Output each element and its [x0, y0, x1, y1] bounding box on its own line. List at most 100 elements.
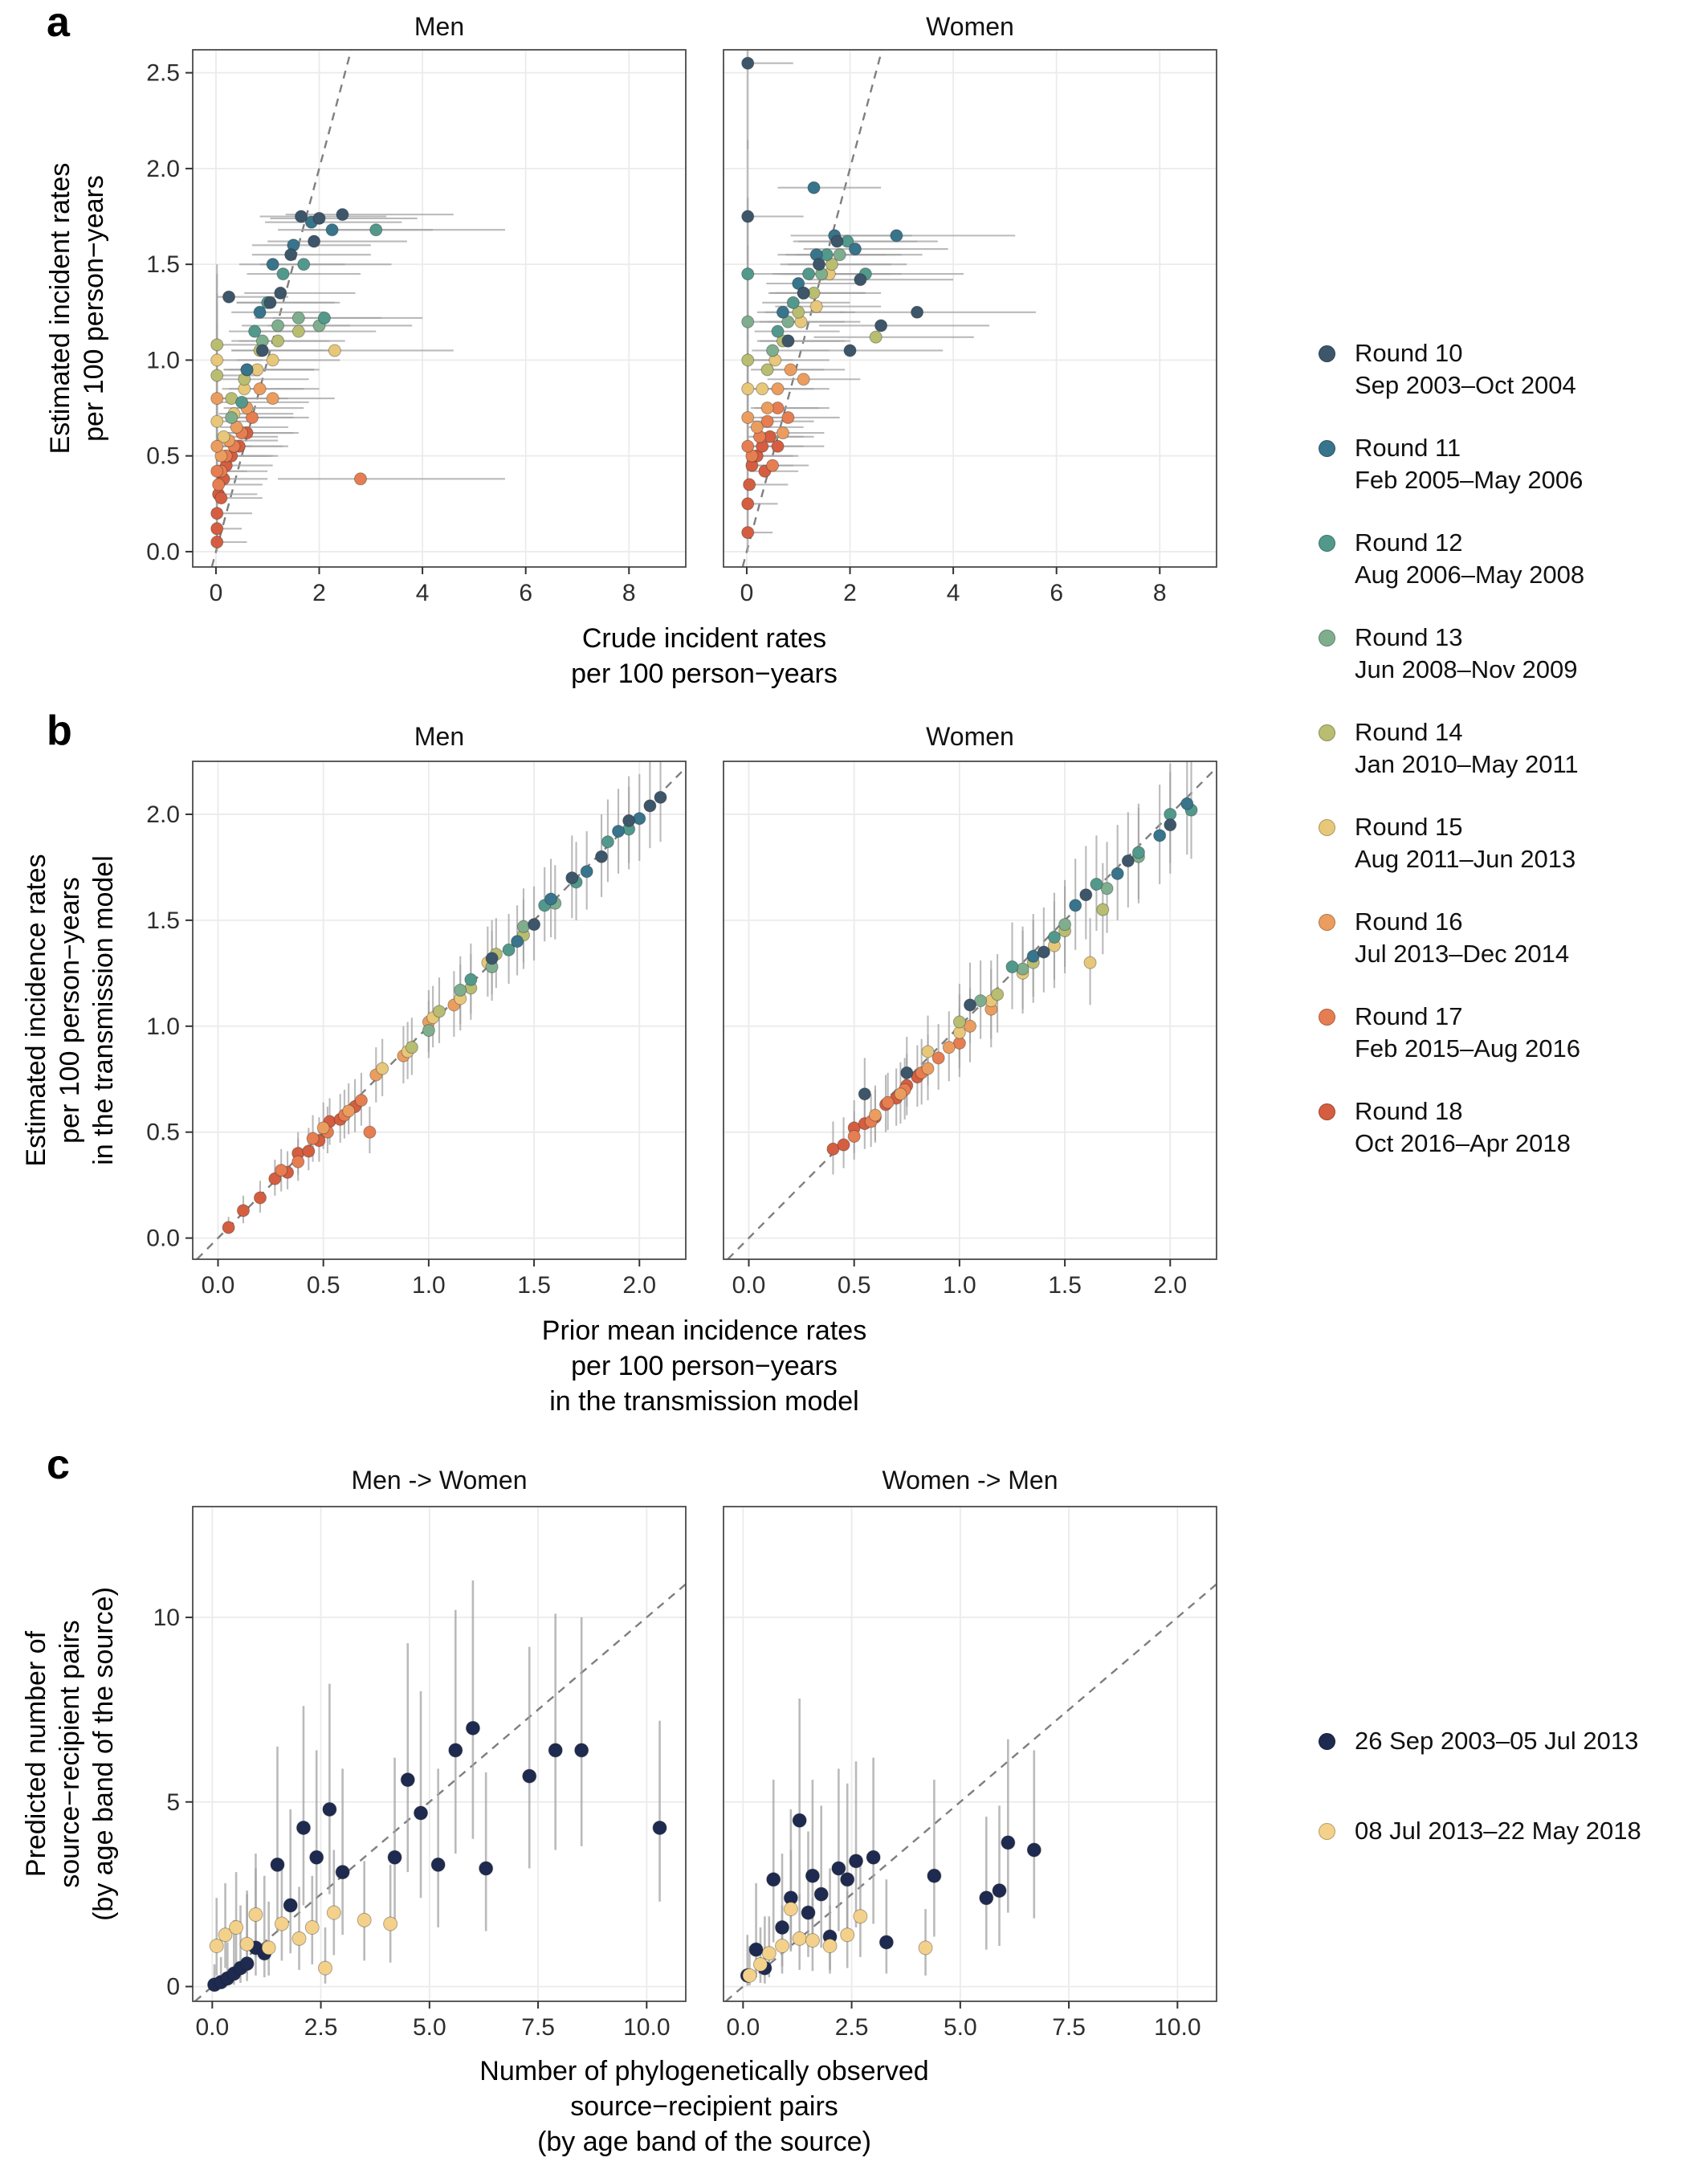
facet-title: Women -> Men — [882, 1466, 1058, 1495]
panel-a: Men 0 2 4 6 8 0.0 0.5 1.0 1.5 2.0 2.5 Women 0 2 4 6 8 Crud… — [45, 12, 1217, 689]
legend-item-round: Round 11 Feb 2005–May 2006 — [1319, 432, 1584, 496]
x-axis-title: Prior mean incidence rates — [542, 1315, 866, 1346]
y-tick-label: 10 — [153, 1605, 180, 1631]
y-tick-label: 2.0 — [146, 801, 180, 828]
x-tick-label: 1.0 — [943, 1272, 976, 1299]
y-tick-label: 1.5 — [146, 251, 180, 278]
legend-item-period: 08 Jul 2013–22 May 2018 — [1319, 1815, 1641, 1847]
gridlines — [724, 1507, 1217, 2001]
y-axis-title: source−recipient pairs — [55, 1620, 85, 1888]
panel-c-label: c — [47, 1442, 70, 1488]
legend-round-label: Round 14 — [1355, 718, 1463, 746]
legend-swatch-icon — [1319, 630, 1335, 646]
panel-border — [192, 1506, 687, 2002]
x-tick-label: 0.0 — [726, 2014, 760, 2041]
x-tick-label: 6 — [1050, 580, 1063, 606]
legend-round-label: Round 10 — [1355, 339, 1463, 367]
legend-item-round: Round 16 Jul 2013–Dec 2014 — [1319, 906, 1584, 970]
legend-item-round: Round 13 Jun 2008–Nov 2009 — [1319, 622, 1584, 686]
x-tick-label: 2.0 — [622, 1272, 656, 1299]
facet-title: Women — [926, 12, 1014, 41]
x-tick-label: 0 — [210, 580, 223, 606]
data-points-layer — [741, 56, 924, 540]
panel-border — [723, 761, 1217, 1260]
y-tick-label: 1.0 — [146, 1014, 180, 1040]
x-tick-label: 5.0 — [944, 2014, 977, 2041]
identity-line — [210, 50, 353, 567]
y-axis-title: (by age band of the source) — [88, 1587, 119, 1921]
x-tick-label: 2.5 — [835, 2014, 869, 2041]
gridlines — [193, 1507, 686, 2001]
y-tick-label: 1.5 — [146, 907, 180, 934]
legend-item-round: Round 15 Aug 2011–Jun 2013 — [1319, 811, 1584, 875]
x-tick-label: 8 — [1153, 580, 1167, 606]
panel-border — [192, 761, 687, 1260]
legend-round-dates: Aug 2011–Jun 2013 — [1355, 845, 1576, 873]
legend-swatch-icon — [1319, 724, 1335, 741]
legend-periods: 26 Sep 2003–05 Jul 2013 08 Jul 2013–22 Ma… — [1319, 1725, 1641, 1905]
legend-round-label: Round 13 — [1355, 623, 1463, 651]
legend-period-label: 26 Sep 2003–05 Jul 2013 — [1355, 1727, 1639, 1755]
x-axis-title: source−recipient pairs — [570, 2091, 838, 2122]
legend-round-label: Round 12 — [1355, 528, 1463, 557]
legend-period-label: 08 Jul 2013–22 May 2018 — [1355, 1817, 1641, 1845]
legend-rounds: Round 10 Sep 2003–Oct 2004 Round 11 Feb 200… — [1319, 337, 1584, 1190]
x-axis-title: per 100 person−years — [571, 1351, 838, 1381]
facet-title: Men -> Women — [351, 1466, 527, 1495]
legend-item-round: Round 14 Jan 2010–May 2011 — [1319, 716, 1584, 781]
data-points-layer — [210, 208, 383, 549]
y-tick-label: 5 — [166, 1789, 180, 1816]
panel-border — [723, 1506, 1217, 2002]
legend-item-round: Round 10 Sep 2003–Oct 2004 — [1319, 337, 1584, 402]
legend-item-round: Round 12 Aug 2006–May 2008 — [1319, 527, 1584, 591]
x-tick-label: 7.5 — [521, 2014, 555, 2041]
x-axis-title: per 100 person−years — [571, 659, 838, 689]
legend-swatch-icon — [1319, 1009, 1335, 1026]
legend-item-round: Round 18 Oct 2016–Apr 2018 — [1319, 1095, 1584, 1160]
y-tick-label: 0 — [166, 1974, 180, 2001]
x-tick-label: 0.5 — [838, 1272, 871, 1299]
error-bars-layer — [213, 1580, 661, 1987]
legend-round-label: Round 17 — [1355, 1002, 1463, 1030]
legend-round-label: Round 16 — [1355, 907, 1463, 936]
legend-round-dates: Jun 2008–Nov 2009 — [1355, 655, 1578, 683]
panel-c: Men -> Women 0.0 2.5 5.0 7.5 10.0 0 5 10 Women ->… — [21, 1466, 1217, 2157]
x-tick-label: 4 — [947, 580, 960, 606]
legend-item-period: 26 Sep 2003–05 Jul 2013 — [1319, 1725, 1641, 1757]
x-axis-title: (by age band of the source) — [537, 2127, 871, 2157]
panel-b-label: b — [47, 708, 72, 754]
legend-swatch-icon — [1319, 1103, 1335, 1120]
x-tick-label: 2.0 — [1153, 1272, 1187, 1299]
x-tick-label: 0.0 — [202, 1272, 235, 1299]
y-axis-title: Estimated incidence rates — [21, 854, 51, 1166]
x-tick-label: 2 — [843, 580, 857, 606]
panel-b: Men 0.0 0.5 1.0 1.5 2.0 0.0 0.5 1.0 1.5 2.0 Women 0.… — [21, 722, 1217, 1417]
x-tick-label: 2.5 — [304, 2014, 338, 2041]
x-tick-label: 1.5 — [517, 1272, 551, 1299]
y-axis-title: Estimated incident rates — [45, 163, 75, 455]
x-tick-label: 10.0 — [623, 2014, 670, 2041]
facet-title: Women — [926, 722, 1014, 751]
legend-swatch-icon — [1319, 535, 1335, 552]
legend-round-dates: Sep 2003–Oct 2004 — [1355, 371, 1576, 399]
x-tick-label: 2 — [312, 580, 326, 606]
legend-round-label: Round 11 — [1355, 434, 1461, 462]
y-axis-title: in the transmission model — [88, 855, 119, 1165]
y-axis-title: Predicted number of — [21, 1630, 51, 1877]
y-axis-title: per 100 person−years — [79, 175, 109, 442]
legend-round-dates: Jan 2010–May 2011 — [1355, 750, 1579, 778]
data-points-layer — [826, 797, 1198, 1156]
x-tick-label: 5.0 — [413, 2014, 446, 2041]
x-tick-label: 0.0 — [732, 1272, 766, 1299]
x-tick-label: 10.0 — [1154, 2014, 1200, 2041]
y-tick-label: 1.0 — [146, 347, 180, 373]
x-axis-title: in the transmission model — [549, 1386, 859, 1417]
legend-round-dates: Oct 2016–Apr 2018 — [1355, 1129, 1571, 1157]
y-tick-label: 0.5 — [146, 1120, 180, 1146]
x-axis-title: Crude incident rates — [582, 623, 826, 654]
x-tick-label: 8 — [622, 580, 636, 606]
identity-line — [194, 1583, 686, 2001]
data-points-layer — [222, 790, 667, 1234]
x-tick-label: 4 — [416, 580, 430, 606]
